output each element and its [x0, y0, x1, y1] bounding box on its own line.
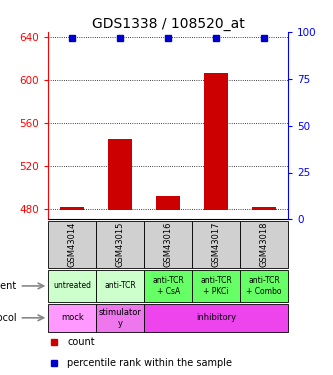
Text: GSM43018: GSM43018 [259, 222, 269, 267]
Bar [156, 196, 180, 210]
Text: anti-TCR: anti-TCR [104, 281, 136, 290]
Text: GSM43016: GSM43016 [164, 222, 173, 267]
Bar [144, 221, 192, 268]
Bar [96, 304, 144, 332]
Text: stimulator
y: stimulator y [99, 308, 142, 327]
Text: inhibitory: inhibitory [196, 314, 236, 322]
Bar [192, 270, 240, 302]
Bar [96, 221, 144, 268]
Text: mock: mock [61, 314, 84, 322]
Text: anti-TCR
+ CsA: anti-TCR + CsA [152, 276, 184, 296]
Bar [204, 73, 228, 210]
Bar [108, 139, 132, 210]
Title: GDS1338 / 108520_at: GDS1338 / 108520_at [92, 17, 244, 31]
Bar [240, 221, 288, 268]
Text: anti-TCR
+ Combo: anti-TCR + Combo [246, 276, 282, 296]
Text: GSM43017: GSM43017 [211, 222, 221, 267]
Text: percentile rank within the sample: percentile rank within the sample [67, 358, 232, 368]
Bar [144, 304, 288, 332]
Bar [192, 221, 240, 268]
Bar [48, 221, 96, 268]
Bar [48, 304, 96, 332]
Text: protocol: protocol [0, 313, 17, 323]
Text: GSM43015: GSM43015 [116, 222, 125, 267]
Bar [144, 270, 192, 302]
Bar [48, 270, 96, 302]
Bar [252, 207, 276, 210]
Bar [240, 270, 288, 302]
Bar [60, 207, 84, 210]
Bar [96, 270, 144, 302]
Text: untreated: untreated [53, 281, 91, 290]
Text: agent: agent [0, 281, 17, 291]
Text: anti-TCR
+ PKCi: anti-TCR + PKCi [200, 276, 232, 296]
Text: GSM43014: GSM43014 [68, 222, 77, 267]
Text: count: count [67, 337, 95, 347]
